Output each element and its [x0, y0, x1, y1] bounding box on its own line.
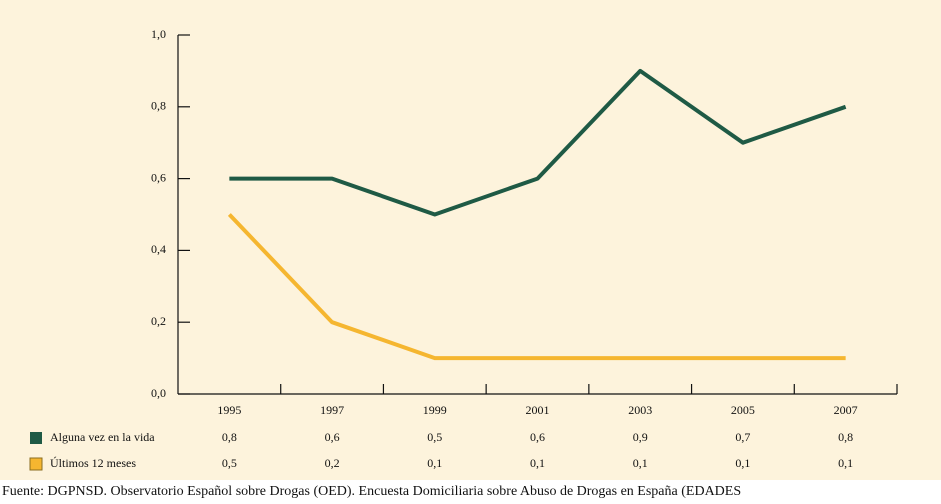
x-tick-label: 2001: [526, 403, 550, 417]
table-cell: 0,5: [427, 430, 442, 444]
table-cell: 0,1: [838, 456, 853, 470]
table-cell: 0,5: [222, 456, 237, 470]
table-cell: 0,1: [633, 456, 648, 470]
table-cell: 0,1: [530, 456, 545, 470]
background: [0, 0, 941, 480]
legend-swatch: [29, 457, 43, 471]
x-tick-label: 2005: [731, 403, 755, 417]
table-cell: 0,9: [633, 430, 648, 444]
table-cell: 0,6: [530, 430, 545, 444]
x-tick-label: 2003: [628, 403, 652, 417]
table-cell: 0,6: [325, 430, 340, 444]
table-cell: 0,8: [838, 430, 853, 444]
table-cell: 0,1: [427, 456, 442, 470]
series-line: [229, 68, 847, 217]
x-tick-label: 2007: [834, 403, 858, 417]
source: Fuente: DGPNSD. Observatorio Español sob…: [2, 484, 741, 499]
legend-swatch: [30, 432, 42, 444]
legend-label: Últimos 12 meses: [50, 456, 136, 470]
x-tick-label: 1999: [423, 403, 447, 417]
table-cell: 0,7: [735, 430, 750, 444]
x-tick-label: 1997: [320, 403, 344, 417]
y-tick-label: 0,0: [151, 386, 166, 400]
y-tick-label: 0,6: [151, 170, 166, 184]
y-tick-label: 1,0: [151, 27, 166, 41]
table-cell: 0,1: [735, 456, 750, 470]
y-tick-label: 0,2: [151, 314, 166, 328]
series-line: [227, 213, 846, 361]
y-tick-label: 0,8: [151, 99, 166, 113]
table-cell: 0,2: [325, 456, 340, 470]
table-cell: 0,8: [222, 430, 237, 444]
x-tick-label: 1995: [217, 403, 241, 417]
y-tick-label: 0,4: [151, 242, 166, 256]
legend-label: Alguna vez en la vida: [50, 430, 155, 444]
